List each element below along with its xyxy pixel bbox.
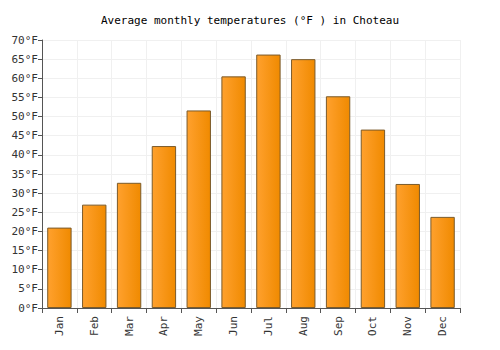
svg-text:Jun: Jun — [227, 316, 240, 336]
svg-text:25°F: 25°F — [12, 206, 39, 219]
svg-text:40°F: 40°F — [12, 148, 39, 161]
svg-text:45°F: 45°F — [12, 129, 39, 142]
svg-text:70°F: 70°F — [12, 34, 39, 47]
svg-text:15°F: 15°F — [12, 244, 39, 257]
svg-text:Jan: Jan — [53, 316, 66, 336]
svg-text:Dec: Dec — [436, 316, 449, 336]
svg-text:Apr: Apr — [157, 316, 170, 336]
svg-text:Aug: Aug — [297, 316, 310, 336]
svg-text:50°F: 50°F — [12, 110, 39, 123]
svg-text:10°F: 10°F — [12, 263, 39, 276]
svg-text:60°F: 60°F — [12, 72, 39, 85]
svg-text:Feb: Feb — [88, 316, 101, 336]
svg-text:30°F: 30°F — [12, 187, 39, 200]
svg-text:20°F: 20°F — [12, 225, 39, 238]
svg-text:Average monthly temperatures (: Average monthly temperatures (°F ) in Ch… — [101, 14, 399, 27]
svg-text:Mar: Mar — [123, 316, 136, 336]
svg-text:Jul: Jul — [262, 316, 275, 336]
svg-text:Nov: Nov — [401, 316, 414, 336]
svg-text:0°F: 0°F — [18, 302, 38, 315]
svg-text:55°F: 55°F — [12, 91, 39, 104]
svg-text:May: May — [192, 316, 205, 336]
svg-text:35°F: 35°F — [12, 168, 39, 181]
svg-text:65°F: 65°F — [12, 53, 39, 66]
svg-text:5°F: 5°F — [18, 282, 38, 295]
svg-text:Oct: Oct — [366, 316, 379, 336]
svg-text:Sep: Sep — [332, 316, 345, 336]
